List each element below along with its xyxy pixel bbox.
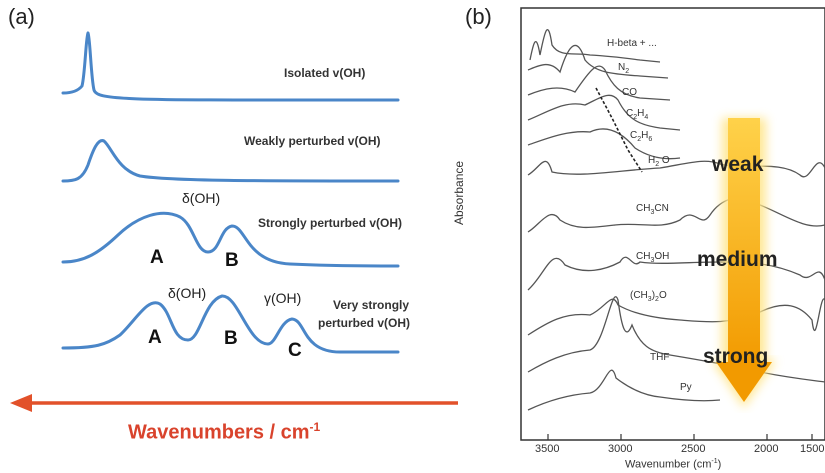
strength-label-strong: strong	[703, 345, 769, 368]
trace-isolated	[61, 31, 400, 102]
panel-b-label: (b)	[465, 4, 492, 29]
mode-label-delta-2: δ(OH)	[168, 285, 207, 301]
peak-b-very-strong: B	[224, 328, 238, 349]
spectrum-ch3oh	[527, 256, 825, 291]
peak-a-strong: A	[150, 247, 164, 268]
peak-c-very-strong: C	[288, 340, 302, 361]
label-strongly-perturbed: Strongly perturbed v(OH)	[258, 216, 403, 230]
spectrum-hbeta	[529, 29, 661, 63]
wavenumbers-caption: Wavenumbers / cm-1	[128, 420, 321, 444]
spectrum-label-n2: N2	[618, 62, 630, 75]
trace-strongly-perturbed	[61, 211, 400, 268]
panel-b-xlabel: Wavenumber (cm-1)	[625, 458, 722, 471]
spectrum-label-thf: THF	[650, 352, 670, 363]
label-isolated: Isolated v(OH)	[284, 66, 366, 80]
spectrum-label-ch3oh: CH3OH	[636, 251, 670, 264]
spectrum-py	[527, 369, 721, 411]
peak-b-strong: B	[225, 250, 239, 271]
spectrum-label-hbeta: H-beta + ...	[607, 38, 657, 49]
mode-label-gamma: γ(OH)	[264, 290, 302, 306]
x-tick-2000: 2000	[754, 443, 779, 455]
spectrum-label-c2h4: C2H4	[626, 108, 649, 121]
spectrum-label-ch32o: (CH3)2O	[630, 290, 667, 303]
x-tick-2500: 2500	[681, 443, 706, 455]
spectrum-label-h2o: H2 O	[648, 155, 670, 168]
peak-shift-dashed-line	[595, 87, 643, 173]
trace-weakly-perturbed	[61, 139, 400, 183]
trace-very-strongly-perturbed	[61, 294, 400, 354]
strength-label-medium: medium	[697, 248, 778, 271]
label-very-strongly-line2: perturbed v(OH)	[318, 316, 411, 330]
spectrum-co	[527, 65, 671, 101]
x-tick-1500: 1500	[800, 443, 825, 455]
x-tick-3000: 3000	[608, 443, 633, 455]
strength-label-weak: weak	[712, 153, 764, 176]
spectrum-c2h6	[527, 128, 681, 160]
spectrum-c2h4	[527, 94, 681, 131]
strength-arrow	[712, 118, 776, 408]
panel-a-label: (a)	[8, 4, 35, 29]
spectrum-n2	[527, 44, 669, 79]
spectrum-label-py: Py	[680, 382, 692, 393]
label-very-strongly-line1: Very strongly	[333, 298, 410, 312]
spectrum-label-co: CO	[622, 87, 637, 98]
spectrum-ch32o	[527, 298, 825, 336]
panel-a-traces	[10, 31, 458, 412]
spectrum-thf	[527, 296, 825, 383]
peak-a-very-strong: A	[148, 327, 162, 348]
x-tick-3500: 3500	[535, 443, 560, 455]
spectrum-h2o	[527, 160, 825, 178]
mode-label-delta-1: δ(OH)	[182, 190, 221, 206]
spectrum-ch3cn	[527, 196, 825, 233]
spectra-frame	[520, 7, 825, 441]
wavenumber-arrow	[10, 394, 458, 412]
spectrum-label-ch3cn: CH3CN	[636, 203, 669, 216]
label-weakly-perturbed: Weakly perturbed v(OH)	[244, 134, 381, 148]
spectrum-label-c2h6: C2H6	[630, 130, 653, 143]
